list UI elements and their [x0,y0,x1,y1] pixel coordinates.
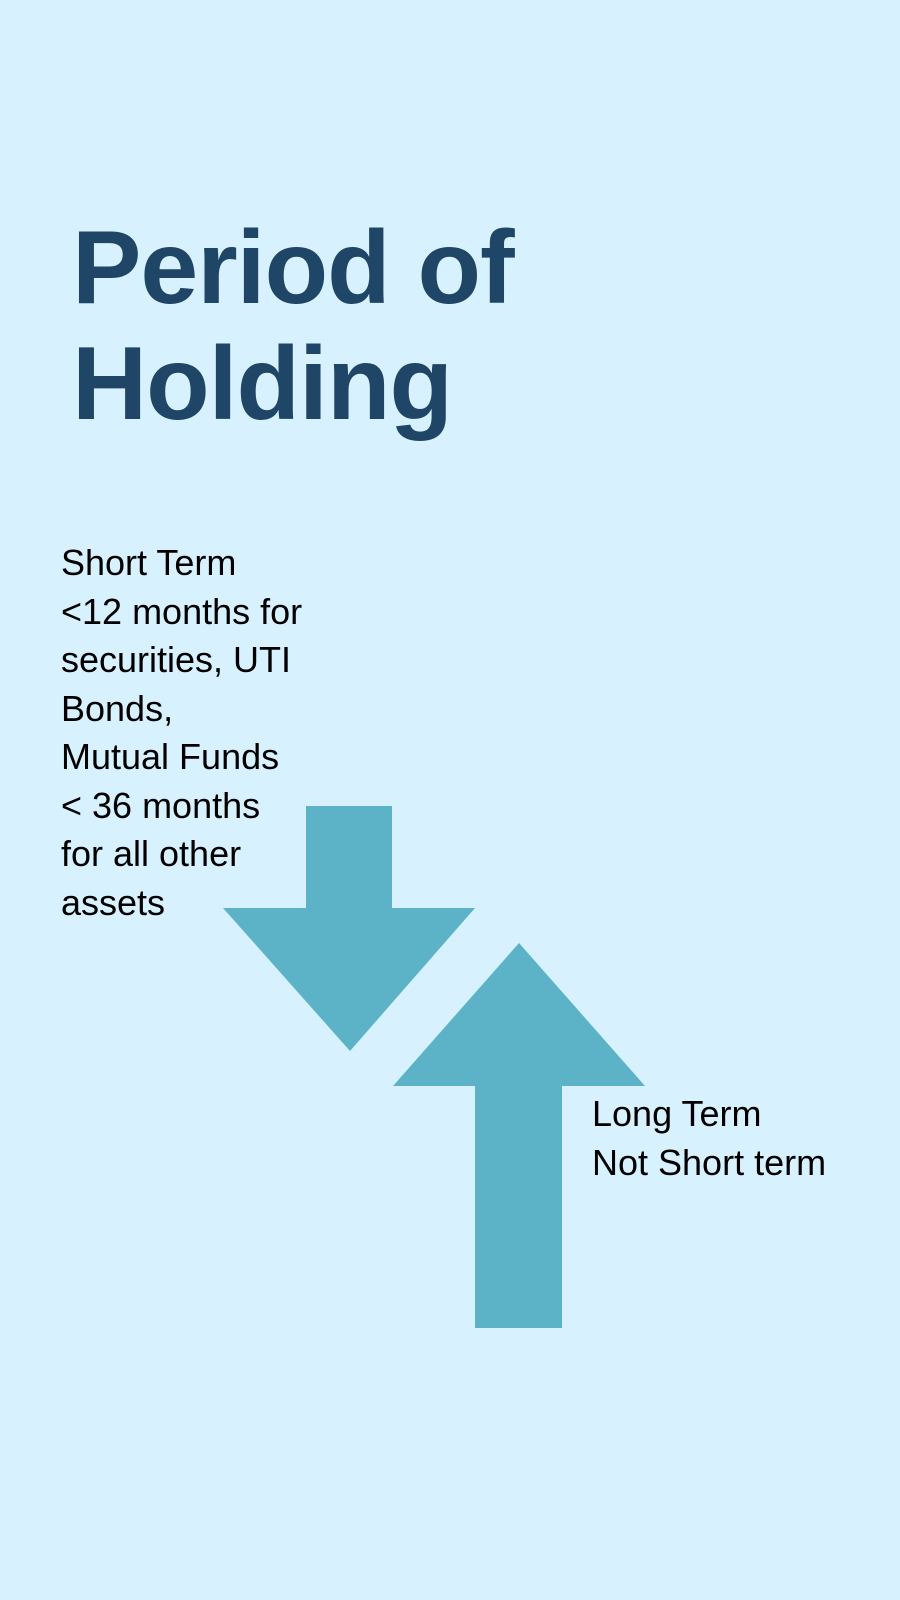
short-term-line: for all other [61,833,242,874]
short-term-line: < 36 months [61,784,261,826]
short-term-line: securities, UTI [61,639,292,680]
up-arrow-icon [393,943,645,1328]
short-term-line: Bonds, [61,687,174,729]
long-term-block: Long Term Not Short term [592,1090,826,1187]
short-term-line: Mutual Funds [61,736,280,777]
short-term-line: assets [61,881,166,923]
long-term-line: Not Short term [592,1141,827,1183]
title-line-2: Holding [72,326,453,442]
long-term-heading: Long Term [592,1093,762,1134]
short-term-line: <12 months for [61,590,303,632]
down-arrow-icon [223,806,475,1051]
short-term-block: Short Term <12 months for securities, UT… [61,539,302,927]
title-line-1: Period of [72,210,515,326]
short-term-heading: Short Term [61,542,237,583]
